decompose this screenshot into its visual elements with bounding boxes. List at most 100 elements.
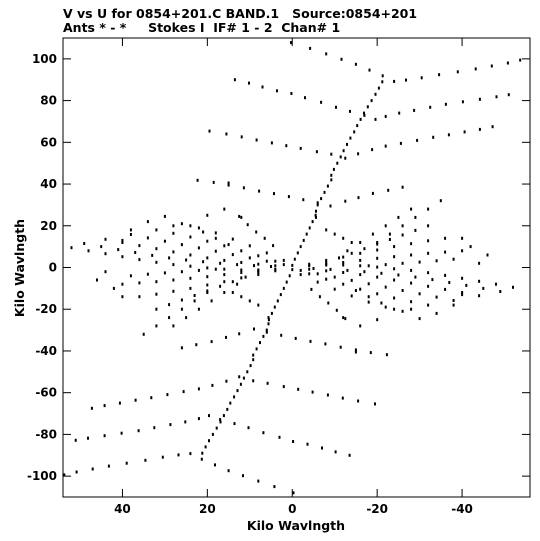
uv-point xyxy=(465,283,468,287)
uv-point xyxy=(74,438,77,442)
uv-point xyxy=(461,291,464,294)
uv-point xyxy=(381,74,384,78)
uv-point xyxy=(231,237,234,241)
uv-point xyxy=(189,235,192,239)
uv-point xyxy=(96,278,98,282)
uv-point xyxy=(371,148,374,152)
uv-point xyxy=(312,267,315,270)
uv-point xyxy=(401,261,404,265)
uv-point xyxy=(397,273,400,277)
uv-point xyxy=(359,117,362,121)
uv-point xyxy=(340,57,343,61)
uv-point xyxy=(182,390,185,394)
uv-point xyxy=(146,272,149,276)
uv-point xyxy=(363,113,366,117)
uv-point xyxy=(219,420,222,424)
uv-point xyxy=(262,334,265,338)
uv-point xyxy=(87,436,89,440)
uv-point xyxy=(282,258,285,262)
uv-point xyxy=(240,249,243,253)
uv-point xyxy=(357,196,360,200)
uv-point xyxy=(252,379,255,383)
uv-point xyxy=(134,251,137,254)
uv-point xyxy=(208,129,211,133)
uv-point xyxy=(444,250,447,254)
uv-point xyxy=(325,269,328,273)
uv-point xyxy=(206,283,209,287)
uv-point xyxy=(249,364,252,368)
uv-point xyxy=(325,258,328,262)
uv-point xyxy=(363,270,366,274)
y-tick: -20 xyxy=(35,302,530,316)
uv-point xyxy=(138,281,141,285)
x-tick: 40 xyxy=(114,38,131,516)
uv-point xyxy=(121,295,124,299)
uv-point xyxy=(189,452,192,456)
uv-point xyxy=(325,262,328,266)
y-tick-label: 0 xyxy=(49,261,57,275)
uv-point xyxy=(309,339,312,343)
uv-point xyxy=(227,183,230,187)
uv-point xyxy=(278,435,281,439)
y-tick-label: -20 xyxy=(35,302,57,316)
uv-point xyxy=(444,273,447,277)
uv-point xyxy=(189,286,192,290)
uv-point xyxy=(308,267,311,271)
uv-point xyxy=(427,303,430,307)
uv-point xyxy=(410,300,413,304)
uv-point xyxy=(296,251,299,255)
uv-point xyxy=(341,396,344,400)
uv-point xyxy=(410,242,413,246)
uv-point xyxy=(155,260,158,264)
uv-point xyxy=(482,286,485,290)
uv-point xyxy=(401,185,404,189)
uv-point xyxy=(387,188,390,192)
uv-point xyxy=(100,245,103,249)
uv-point xyxy=(367,300,370,304)
uv-point xyxy=(342,271,345,274)
uv-point xyxy=(197,226,200,230)
uv-point xyxy=(359,273,362,277)
uv-point xyxy=(461,100,464,104)
uv-point xyxy=(302,198,305,202)
y-tick: -100 xyxy=(27,469,530,483)
uv-point xyxy=(227,181,230,185)
uv-point xyxy=(104,237,107,241)
uv-point xyxy=(332,167,335,171)
uv-point xyxy=(399,141,402,145)
uv-point xyxy=(349,109,351,113)
uv-point xyxy=(367,295,370,299)
uv-point xyxy=(262,431,265,435)
uv-point xyxy=(253,264,255,268)
uv-point xyxy=(330,152,333,156)
uv-point xyxy=(274,269,277,273)
uv-point xyxy=(495,282,497,286)
uv-point xyxy=(227,243,230,247)
uv-point xyxy=(146,236,149,240)
uv-point xyxy=(138,258,141,262)
y-tick-label: 80 xyxy=(40,94,57,108)
uv-point xyxy=(129,233,132,236)
y-tick-label: 20 xyxy=(40,219,57,233)
uv-point xyxy=(169,423,172,427)
uv-point xyxy=(418,260,421,264)
uv-point xyxy=(336,161,339,165)
uv-point xyxy=(197,307,200,311)
uv-point xyxy=(299,245,302,249)
uv-point xyxy=(219,284,222,288)
uv-point xyxy=(342,316,345,320)
uv-point xyxy=(222,414,225,418)
uv-point xyxy=(486,253,489,257)
uv-point xyxy=(308,262,311,266)
uv-point xyxy=(344,156,347,160)
uv-point xyxy=(240,215,243,219)
uv-point xyxy=(63,473,66,477)
uv-point xyxy=(456,70,459,74)
uv-point xyxy=(257,273,260,277)
uv-point xyxy=(339,345,342,349)
uv-point xyxy=(193,299,196,303)
y-axis: 100 80 60 40 20 0 -20 -40 -60 -80 -100 xyxy=(27,52,530,483)
uv-point xyxy=(359,324,362,328)
uv-point xyxy=(429,105,432,109)
x-tick: 0 xyxy=(288,38,296,516)
